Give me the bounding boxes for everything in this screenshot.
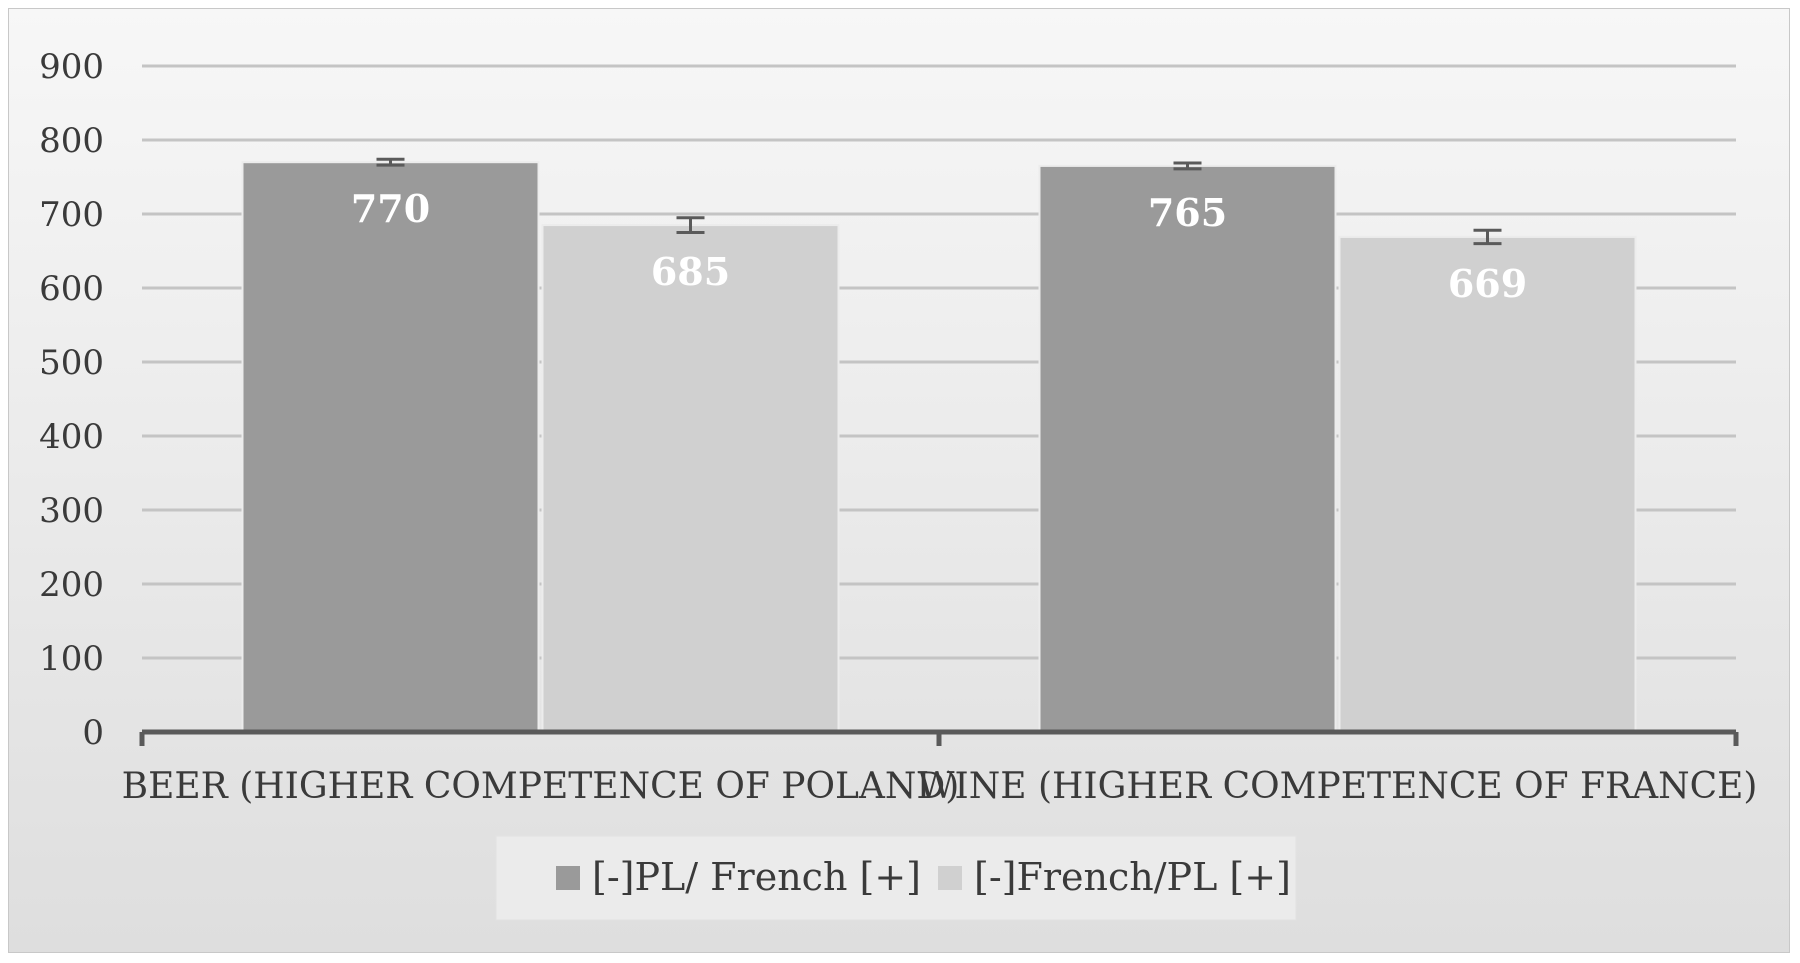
x-axis-category-labels: BEER (HIGHER COMPETENCE OF POLAND)WINE (… [122,766,1758,807]
y-tick-label: 500 [39,343,104,383]
y-tick-label: 0 [82,713,104,753]
y-tick-label: 800 [39,121,104,161]
bar-series-1-2 [1038,164,1337,733]
chart-container: 0 100 200 300 400 500 600 700 800 900 770 685 765 66… [8,8,1790,953]
legend-swatch [938,866,962,890]
data-label: 770 [351,186,430,231]
y-tick-label: 400 [39,417,104,457]
data-labels: 770 685 765 669 [351,186,1527,306]
legend-box [495,835,1297,921]
data-label: 669 [1448,261,1527,306]
y-tick-label: 200 [39,565,104,605]
legend-label: [-]PL/ French [+] [592,855,921,899]
error-bar [1473,228,1502,246]
error-bar [676,216,705,234]
bar-series-2-1 [541,224,840,733]
legend: [-]PL/ French [+] [-]French/PL [+] [495,835,1297,921]
bar-series-2-2 [1338,235,1637,733]
y-tick-label: 700 [39,195,104,235]
legend-swatch [556,866,580,890]
y-axis-tick-labels: 0 100 200 300 400 500 600 700 800 900 [39,47,104,753]
y-tick-label: 100 [39,639,104,679]
bars [241,161,1637,733]
data-label: 685 [651,249,730,294]
y-tick-label: 900 [39,47,104,87]
y-tick-label: 300 [39,491,104,531]
x-category-label: WINE (HIGHER COMPETENCE OF FRANCE) [918,766,1758,807]
legend-label: [-]French/PL [+] [974,855,1291,899]
x-category-label: BEER (HIGHER COMPETENCE OF POLAND) [122,766,960,807]
bar-chart: 0 100 200 300 400 500 600 700 800 900 770 685 765 66… [8,8,1790,953]
error-bar [376,157,405,167]
y-tick-label: 600 [39,269,104,309]
error-bar [1173,161,1202,171]
error-bars [376,157,1502,246]
x-axis [139,729,1739,746]
data-label: 765 [1148,190,1227,235]
bar-series-1-1 [241,161,540,733]
